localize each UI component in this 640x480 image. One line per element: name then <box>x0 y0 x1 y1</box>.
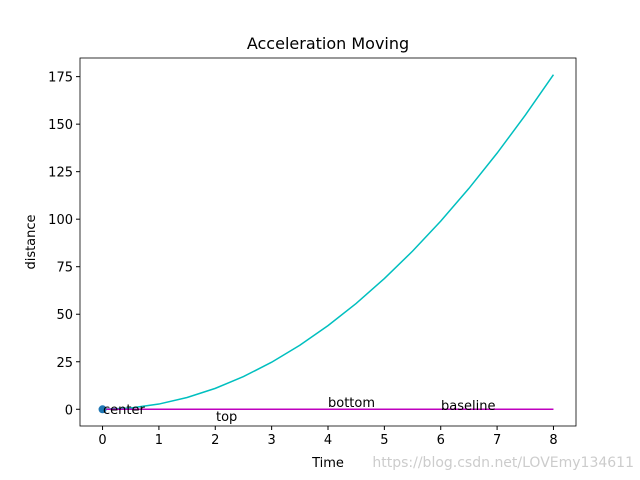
y-tick-label: 175 <box>48 71 73 86</box>
x-tick-label: 8 <box>549 433 557 448</box>
x-tick-label: 2 <box>211 433 219 448</box>
annotation: baseline <box>441 399 495 414</box>
plot-frame <box>79 57 577 427</box>
y-axis-label: distance <box>24 214 39 269</box>
x-tick-label: 3 <box>267 433 275 448</box>
x-tick-label: 0 <box>98 433 106 448</box>
y-tick-label: 150 <box>48 118 73 133</box>
annotation: center <box>103 403 145 418</box>
watermark: https://blog.csdn.net/LOVEmy134611 <box>372 455 634 471</box>
y-tick-label: 25 <box>56 356 73 371</box>
x-tick-label: 4 <box>324 433 332 448</box>
data-line <box>102 74 555 411</box>
chart-title: Acceleration Moving <box>247 34 409 53</box>
y-tick-label: 100 <box>48 213 73 228</box>
x-tick-label: 6 <box>437 433 445 448</box>
scatter-point <box>98 405 107 414</box>
x-axis-label: Time <box>311 456 344 471</box>
annotation: top <box>216 410 237 425</box>
x-tick-label: 7 <box>493 433 501 448</box>
y-tick-label: 0 <box>65 403 73 418</box>
y-tick-label: 75 <box>56 261 73 276</box>
y-tick-label: 125 <box>48 166 73 181</box>
x-tick-label: 5 <box>380 433 388 448</box>
x-tick-label: 1 <box>155 433 163 448</box>
y-tick-label: 50 <box>56 308 73 323</box>
annotation: bottom <box>328 396 375 411</box>
